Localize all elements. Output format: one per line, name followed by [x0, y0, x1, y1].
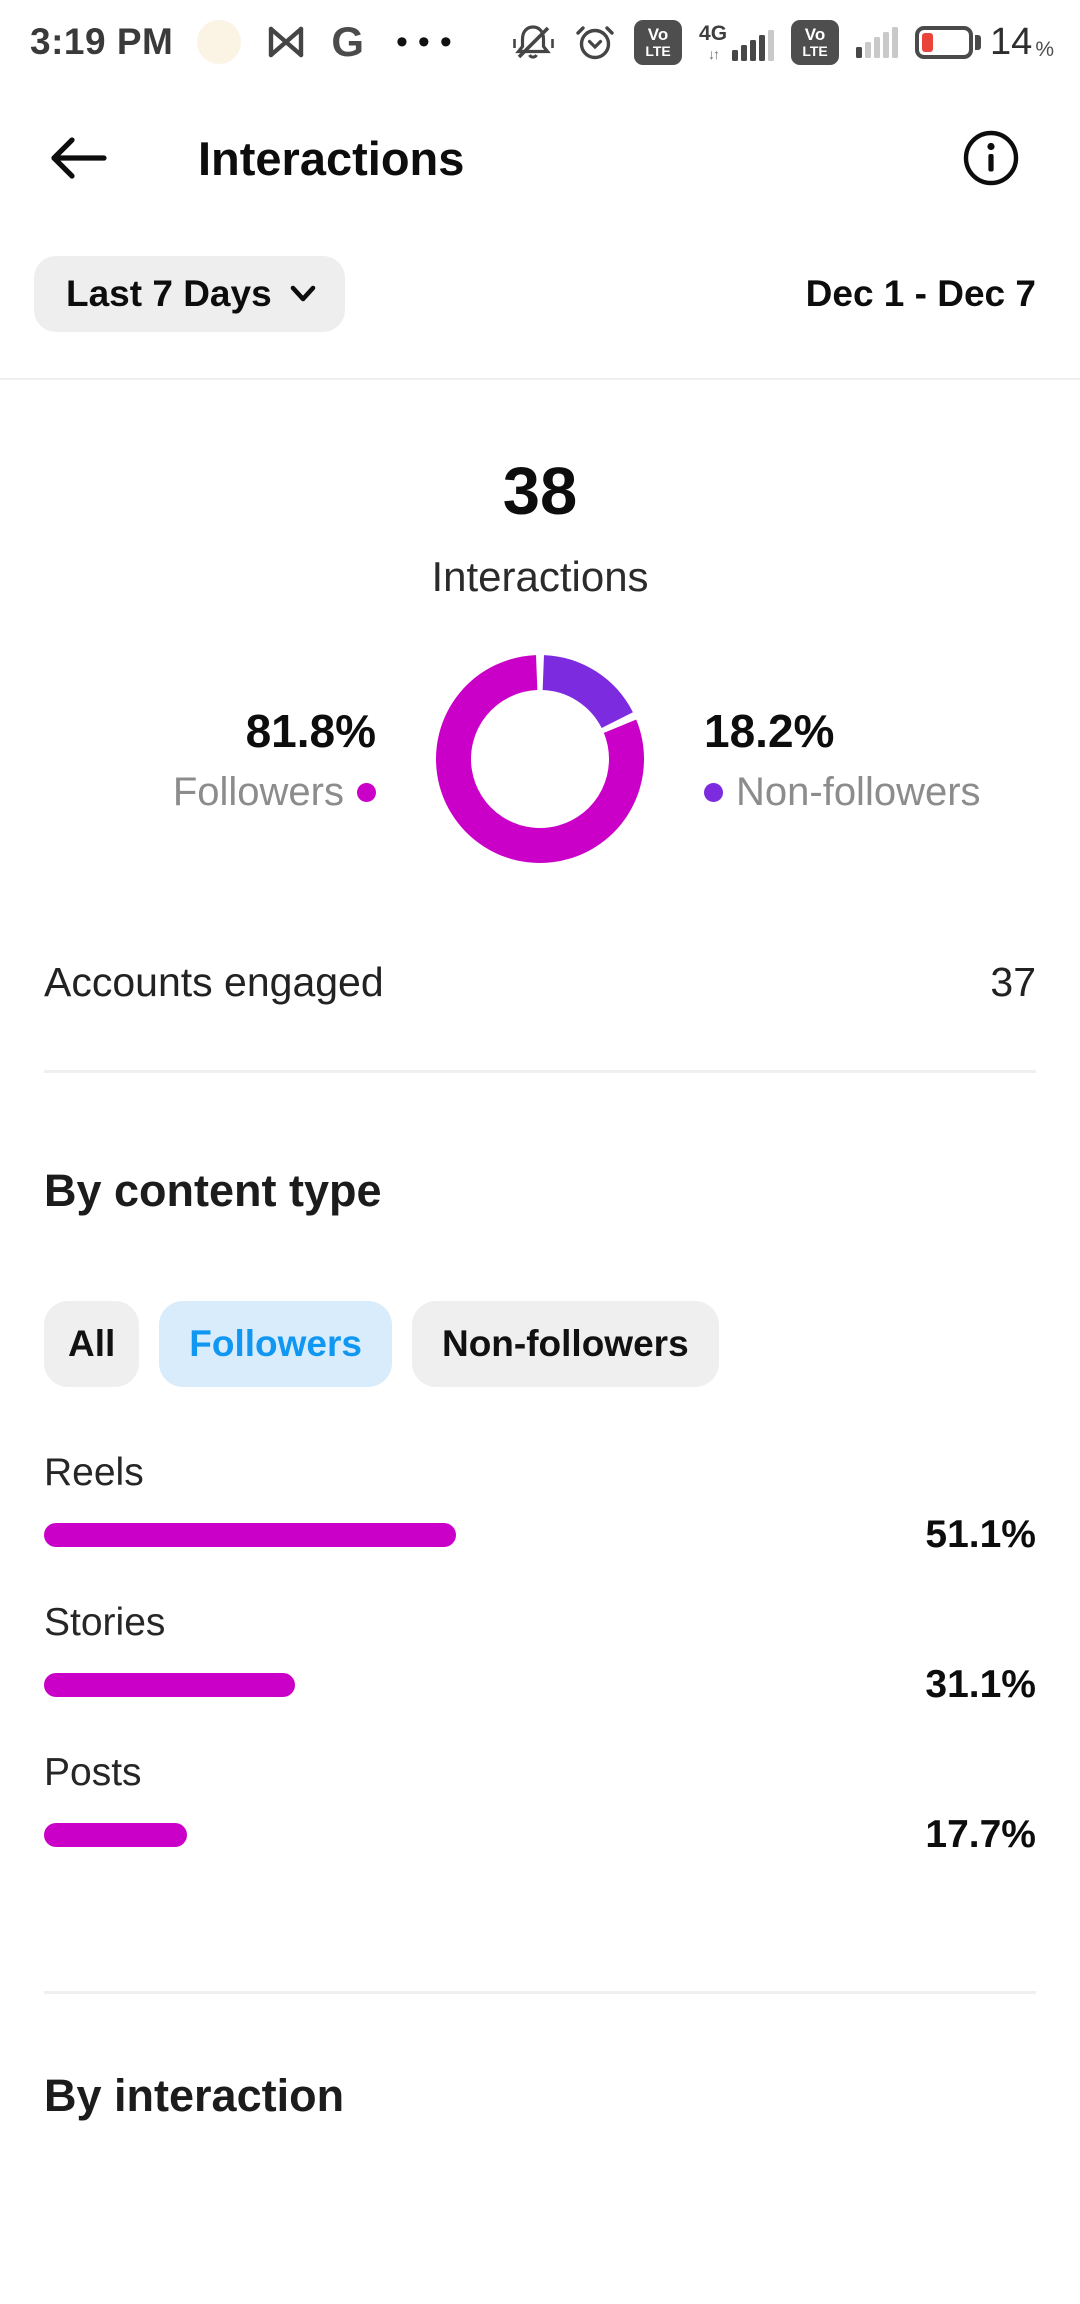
info-button[interactable] [962, 129, 1020, 187]
bar-label: Stories [44, 1601, 166, 1644]
battery-icon [915, 25, 974, 59]
audience-filter-chips: All Followers Non-followers [0, 1301, 1080, 1387]
accounts-engaged-row: Accounts engaged 37 [0, 959, 1080, 1006]
more-notifications-icon: ••• [396, 23, 462, 61]
non-followers-stat: 18.2% Non-followers [646, 704, 1080, 815]
battery-indicator: 14 % [915, 21, 1054, 64]
bar-row-stories: Stories 31.1% [44, 1601, 1036, 1707]
interactions-total-label: Interactions [431, 553, 649, 600]
non-followers-percent: 18.2% [704, 704, 835, 757]
signal-bars-icon [732, 30, 775, 61]
signal-sim1: 4G ↓↑ [699, 22, 775, 62]
back-button[interactable] [44, 134, 110, 182]
volte-badge-icon-2: Vo LTE [791, 19, 840, 65]
followers-dot-icon [357, 782, 376, 802]
chip-all[interactable]: All [44, 1301, 140, 1387]
faded-notification-icon [197, 20, 242, 64]
non-followers-label: Non-followers [736, 769, 981, 814]
divider [0, 378, 1080, 380]
chip-non-followers[interactable]: Non-followers [411, 1301, 719, 1387]
followers-label: Followers [172, 769, 344, 814]
bar-track [44, 1523, 876, 1547]
percent-sign: % [1035, 37, 1054, 61]
signal-bars-sim2-icon [856, 26, 899, 58]
capcut-icon [265, 23, 307, 61]
interactions-total: 38 [502, 454, 578, 529]
google-notification-icon: G [331, 18, 365, 65]
section-by-content-type: By content type [44, 1165, 382, 1216]
date-range: Dec 1 - Dec 7 [805, 273, 1036, 314]
bar-track [44, 1673, 876, 1697]
bar-label: Posts [44, 1751, 142, 1794]
donut-chart [436, 655, 644, 863]
back-arrow-icon [51, 137, 107, 179]
filter-row: Last 7 Days Dec 1 - Dec 7 [0, 256, 1080, 332]
page-title: Interactions [198, 131, 465, 185]
accounts-engaged-value: 37 [990, 959, 1036, 1005]
bar-fill-posts [44, 1823, 187, 1847]
followers-stat: 81.8% Followers [0, 704, 434, 815]
divider [44, 1070, 1036, 1073]
period-label: Last 7 Days [66, 273, 272, 314]
summary: 38 Interactions [0, 458, 1080, 601]
info-icon [963, 130, 1019, 186]
alarm-clock-icon [573, 20, 617, 64]
bar-fill-reels [44, 1523, 456, 1547]
clock-time: 3:19 PM [30, 21, 174, 62]
bar-row-reels: Reels 51.1% [44, 1451, 1036, 1557]
section-by-interaction: By interaction [44, 2070, 345, 2121]
divider [44, 1991, 1036, 1994]
bar-value: 51.1% [925, 1513, 1036, 1556]
updown-arrows-icon: ↓↑ [708, 46, 720, 62]
volte-badge-icon: Vo LTE [634, 19, 683, 65]
notifications-muted-icon [511, 20, 556, 64]
chevron-down-icon [290, 285, 315, 302]
followers-donut-section: 81.8% Followers 18.2% Non-followers [0, 653, 1080, 865]
followers-percent: 81.8% [245, 704, 376, 757]
chip-followers[interactable]: Followers [159, 1301, 392, 1387]
bar-row-posts: Posts 17.7% [44, 1751, 1036, 1857]
header: Interactions [0, 116, 1080, 200]
non-followers-dot-icon [704, 782, 723, 802]
bar-fill-stories [44, 1673, 295, 1697]
period-selector[interactable]: Last 7 Days [34, 256, 345, 332]
bar-label: Reels [44, 1451, 144, 1494]
battery-percent: 14 [990, 20, 1033, 63]
bar-track [44, 1823, 876, 1847]
content-type-bar-chart: Reels 51.1% Stories 31.1% Posts 17.7% [0, 1451, 1080, 1857]
network-type-label: 4G [699, 22, 728, 45]
bar-value: 31.1% [925, 1663, 1036, 1706]
status-bar: 3:19 PM G ••• [0, 0, 1080, 74]
bar-value: 17.7% [925, 1813, 1036, 1856]
accounts-engaged-label: Accounts engaged [44, 959, 384, 1005]
